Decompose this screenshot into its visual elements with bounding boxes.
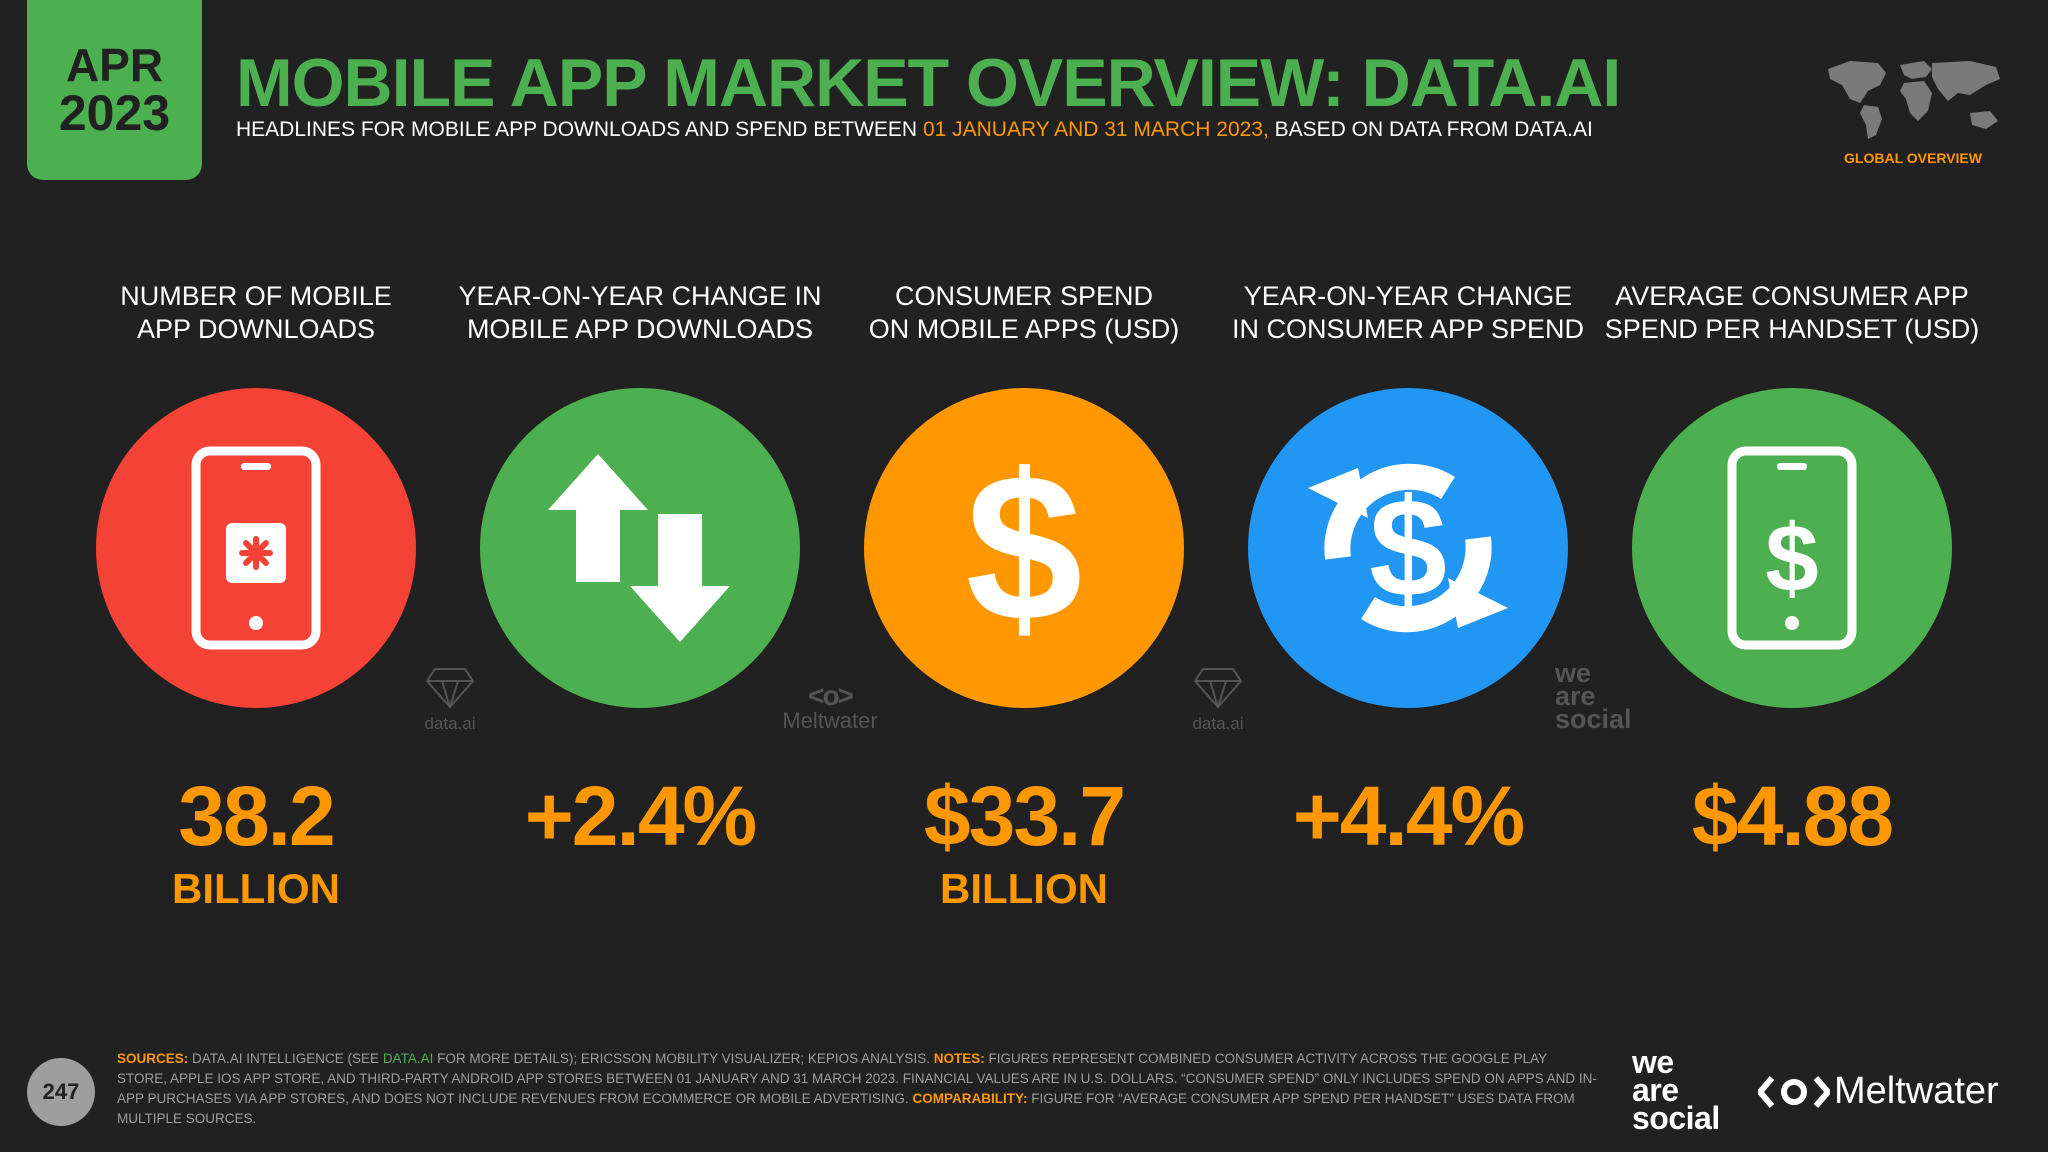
was-watermark-line1: we (1555, 658, 1592, 688)
subtitle-text: HEADLINES FOR MOBILE APP DOWNLOADS AND S… (236, 118, 923, 141)
subtitle-source: BASED ON DATA FROM DATA.AI (1268, 118, 1593, 141)
meltwater-watermark: <o> Meltwater (770, 680, 890, 734)
was-watermark-line3: social (1555, 704, 1632, 734)
phone-app-icon (191, 446, 321, 650)
stat-circle (96, 388, 416, 708)
stat-value: $4.88 (1691, 769, 1894, 863)
stat-spend-yoy: YEAR-ON-YEAR CHANGE IN CONSUMER APP SPEN… (1208, 280, 1608, 865)
dataai-watermark-2: data.ai (1178, 665, 1258, 734)
sources-text-2: FOR MORE DETAILS); ERICSSON MOBILITY VIS… (433, 1051, 934, 1066)
was-watermark: we are social (1555, 658, 1632, 734)
stat-value: $33.7 (923, 769, 1126, 863)
svg-text:$: $ (1765, 505, 1818, 612)
stat-downloads-yoy: YEAR-ON-YEAR CHANGE IN MOBILE APP DOWNLO… (440, 280, 840, 865)
stat-circle: $ (1248, 388, 1568, 708)
stat-label: YEAR-ON-YEAR CHANGE IN MOBILE APP DOWNLO… (458, 281, 822, 344)
was-logo-line2: are (1632, 1072, 1679, 1108)
sources-key: SOURCES: (117, 1051, 189, 1066)
world-map-icon (1828, 61, 2000, 139)
stat-app-downloads: NUMBER OF MOBILE APP DOWNLOADS 38.2 BILL… (56, 280, 456, 913)
svg-text:$: $ (1369, 469, 1447, 626)
stat-label: NUMBER OF MOBILE APP DOWNLOADS (120, 281, 392, 344)
subtitle-date-range: 01 JANUARY AND 31 MARCH 2023, (922, 118, 1269, 141)
date-badge: APR 2023 (27, 0, 202, 180)
stat-consumer-spend: CONSUMER SPEND ON MOBILE APPS (USD) $ $3… (824, 280, 1224, 913)
stat-spend-per-handset: AVERAGE CONSUMER APP SPEND PER HANDSET (… (1592, 280, 1992, 865)
phone-dollar-icon: $ (1727, 446, 1857, 650)
diamond-icon (1193, 668, 1243, 709)
was-logo-line1: we (1632, 1044, 1674, 1080)
diamond-icon (425, 668, 475, 709)
dataai-watermark-text: data.ai (424, 714, 476, 733)
page-subtitle: HEADLINES FOR MOBILE APP DOWNLOADS AND S… (236, 118, 1593, 142)
stat-label: AVERAGE CONSUMER APP SPEND PER HANDSET (… (1604, 281, 1980, 344)
meltwater-watermark-text: Meltwater (782, 708, 878, 733)
stat-circle: $ (864, 388, 1184, 708)
badge-month: APR (65, 39, 164, 91)
notes-key: NOTES: (933, 1051, 985, 1066)
stat-unit: BILLION (172, 865, 340, 912)
stat-label: CONSUMER SPEND ON MOBILE APPS (USD) (868, 281, 1180, 344)
page-title: MOBILE APP MARKET OVERVIEW: DATA.AI (236, 45, 1621, 121)
meltwater-logo: Meltwater (1758, 1070, 1999, 1113)
footer-notes: SOURCES: DATA.AI INTELLIGENCE (SEE DATA.… (117, 1049, 1597, 1129)
badge-year: 2023 (58, 85, 171, 141)
dollar-cycle-icon: $ (1308, 463, 1508, 633)
comparability-key: COMPARABILITY: (912, 1091, 1028, 1106)
stat-value: 38.2 (178, 769, 335, 863)
sources-link[interactable]: DATA.AI (382, 1051, 434, 1066)
was-watermark-line2: are (1555, 681, 1596, 711)
stat-circle: $ (1632, 388, 1952, 708)
meltwater-watermark-icon: <o> (808, 680, 854, 711)
comparability-text: FIGURE FOR “AVERAGE CONSUMER APP SPEND P… (117, 1091, 1575, 1126)
dataai-watermark-text: data.ai (1192, 714, 1244, 733)
stat-value: +2.4% (524, 769, 758, 863)
meltwater-logo-text: Meltwater (1834, 1070, 1999, 1112)
stat-unit: BILLION (940, 865, 1108, 912)
notes-text: FIGURES REPRESENT COMBINED CONSUMER ACTI… (117, 1051, 1597, 1106)
stat-value: +4.4% (1292, 769, 1526, 863)
we-are-social-logo: we are social (1632, 1044, 1720, 1136)
page-number: 247 (27, 1058, 95, 1126)
was-logo-line3: social (1632, 1100, 1720, 1136)
sources-text: DATA.AI INTELLIGENCE (SEE (188, 1051, 383, 1066)
dollar-icon: $ (965, 430, 1083, 665)
dataai-watermark: data.ai (410, 665, 490, 734)
up-down-arrows-icon (548, 454, 730, 642)
region-label: GLOBAL OVERVIEW (1844, 150, 1982, 166)
stat-circle (480, 388, 800, 708)
meltwater-mark-icon (1758, 1075, 1830, 1108)
stat-label: YEAR-ON-YEAR CHANGE IN CONSUMER APP SPEN… (1231, 281, 1585, 344)
